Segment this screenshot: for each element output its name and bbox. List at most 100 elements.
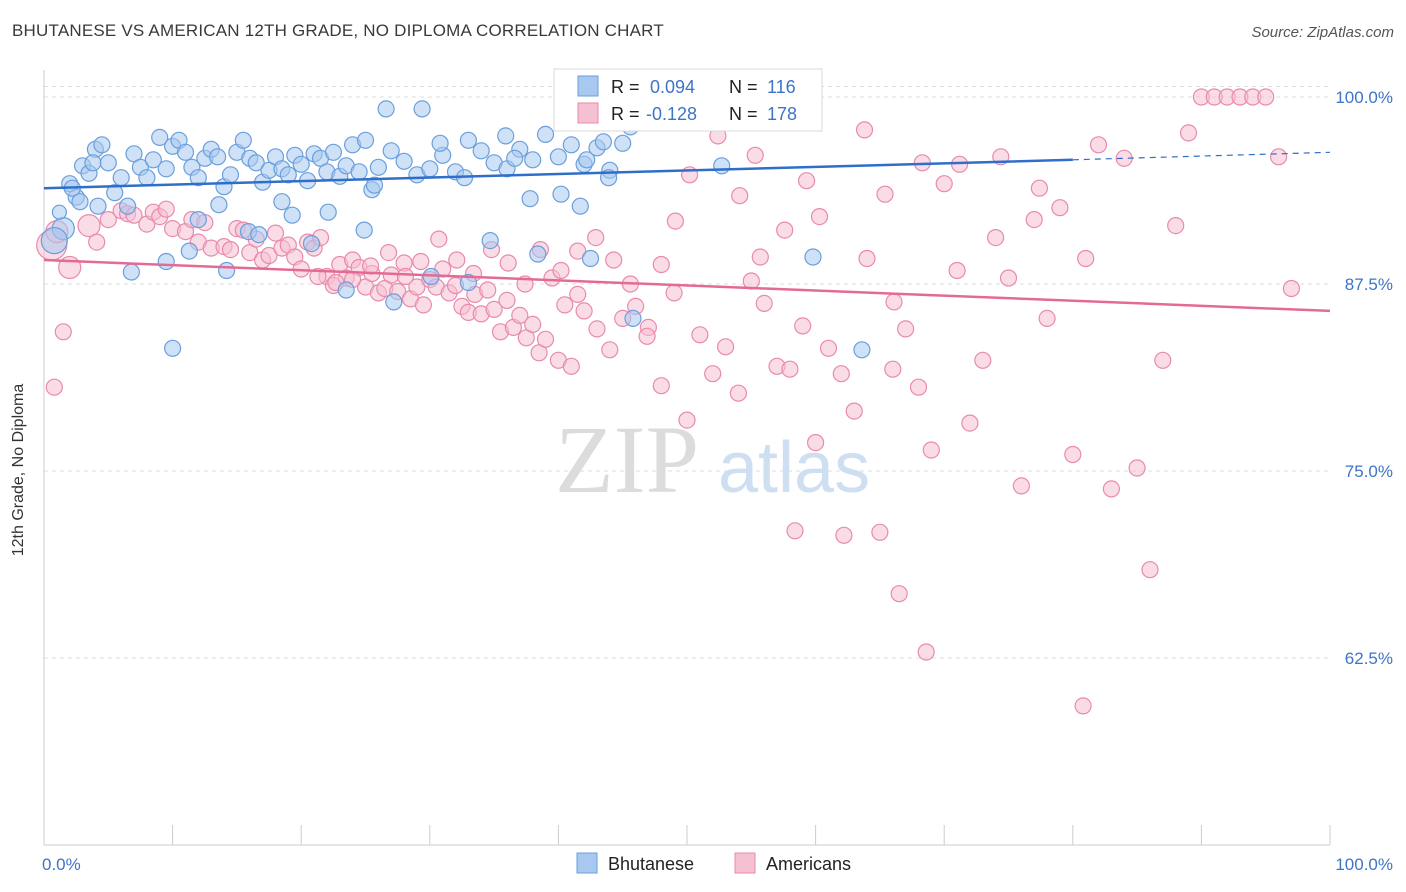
bhutanese-point [549, 148, 568, 166]
bhutanese-point [624, 309, 642, 327]
bhutanese-point [218, 261, 236, 280]
americans-point [776, 221, 794, 239]
bhutanese-point [562, 136, 580, 154]
americans-point [1257, 88, 1275, 106]
bhutanese-point [713, 157, 731, 175]
americans-point [729, 384, 748, 402]
bhutanese-point [151, 128, 169, 146]
bhutanese-point [536, 125, 555, 143]
americans-point [587, 229, 605, 247]
bhutanese-point [481, 232, 499, 250]
bhutanese-point [431, 134, 449, 152]
bhutanese-point [614, 134, 632, 152]
bhutanese-point [138, 169, 156, 187]
legend: R = 0.094 N = 116 R = -0.128 N = 178 [553, 68, 823, 132]
americans-point [638, 327, 656, 345]
americans-point [485, 300, 503, 318]
americans-point [569, 285, 587, 303]
americans-point [716, 338, 735, 356]
americans-point [260, 246, 278, 265]
bottom-legend-swatch-bhutanese [576, 852, 598, 874]
americans-point [755, 294, 773, 312]
americans-point [448, 251, 466, 269]
bhutanese-point [210, 196, 228, 214]
bhutanese-points [40, 100, 871, 359]
americans-point [917, 643, 935, 661]
americans-point [556, 296, 574, 314]
tick-labels: 62.5% 75.0% 87.5% 100.0% 0.0% 100.0% [42, 88, 1393, 874]
bhutanese-point [552, 185, 570, 203]
americans-point [806, 434, 825, 452]
legend-r-label-1: R = [611, 77, 640, 97]
bhutanese-point [529, 245, 547, 263]
legend-n-label-1: N = [729, 77, 758, 97]
americans-point [871, 523, 889, 541]
americans-point [1128, 459, 1146, 477]
bhutanese-point [273, 193, 291, 211]
bhutanese-point [355, 221, 373, 239]
bhutanese-point [89, 197, 107, 215]
americans-point [922, 441, 940, 459]
bhutanese-point [221, 166, 240, 184]
americans-point [999, 269, 1018, 287]
bhutanese-point [250, 226, 268, 244]
legend-r-value-1: 0.094 [650, 77, 695, 97]
bhutanese-point [51, 204, 68, 220]
bhutanese-point [472, 142, 490, 160]
watermark-atlas: atlas [718, 428, 870, 508]
bhutanese-point [459, 273, 477, 292]
bhutanese-point [247, 154, 265, 172]
bhutanese-point [356, 131, 375, 149]
bottom-legend-label-americans: Americans [766, 854, 851, 874]
americans-point [986, 229, 1005, 247]
americans-point [266, 224, 285, 242]
bhutanese-point [118, 197, 137, 215]
americans-point [884, 360, 902, 378]
chart-title: BHUTANESE VS AMERICAN 12TH GRADE, NO DIP… [12, 21, 664, 40]
bhutanese-point [571, 197, 589, 215]
bhutanese-point [84, 154, 102, 172]
americans-point [731, 187, 749, 205]
legend-r-label-2: R = [611, 104, 640, 124]
americans-point [666, 212, 685, 230]
americans-point [691, 326, 709, 344]
bhutanese-point [524, 151, 542, 169]
bhutanese-point [506, 149, 524, 167]
americans-point [1167, 217, 1185, 235]
americans-point [412, 252, 430, 271]
bhutanese-point [369, 158, 387, 176]
bhutanese-point [157, 252, 175, 271]
americans-point [396, 267, 414, 286]
americans-point [88, 233, 106, 251]
americans-point [54, 323, 72, 341]
legend-n-label-2: N = [729, 104, 758, 124]
bhutanese-point [209, 148, 227, 166]
americans-point [1064, 445, 1082, 464]
americans-point [1179, 124, 1198, 142]
americans-point [1012, 477, 1031, 495]
americans-point [845, 402, 863, 420]
bhutanese-point [122, 263, 140, 281]
americans-point [974, 351, 992, 369]
bhutanese-point [40, 227, 68, 255]
americans-point [794, 317, 812, 335]
americans-point [751, 248, 769, 266]
americans-point [569, 242, 587, 260]
americans-point [786, 522, 804, 540]
americans-point [1077, 249, 1095, 268]
americans-point [588, 320, 606, 338]
americans-point [524, 315, 542, 333]
americans-point [380, 244, 398, 262]
bhutanese-point [302, 235, 321, 253]
bhutanese-point [292, 155, 310, 173]
americans-point [876, 185, 894, 203]
watermark: ZIP atlas [555, 406, 870, 513]
bottom-legend-swatch-americans [734, 852, 756, 874]
americans-point [704, 365, 722, 383]
bhutanese-point [71, 193, 89, 211]
americans-point [652, 377, 670, 395]
americans-point [1102, 480, 1121, 498]
bhutanese-point [144, 151, 162, 169]
bhutanese-point [106, 184, 124, 202]
